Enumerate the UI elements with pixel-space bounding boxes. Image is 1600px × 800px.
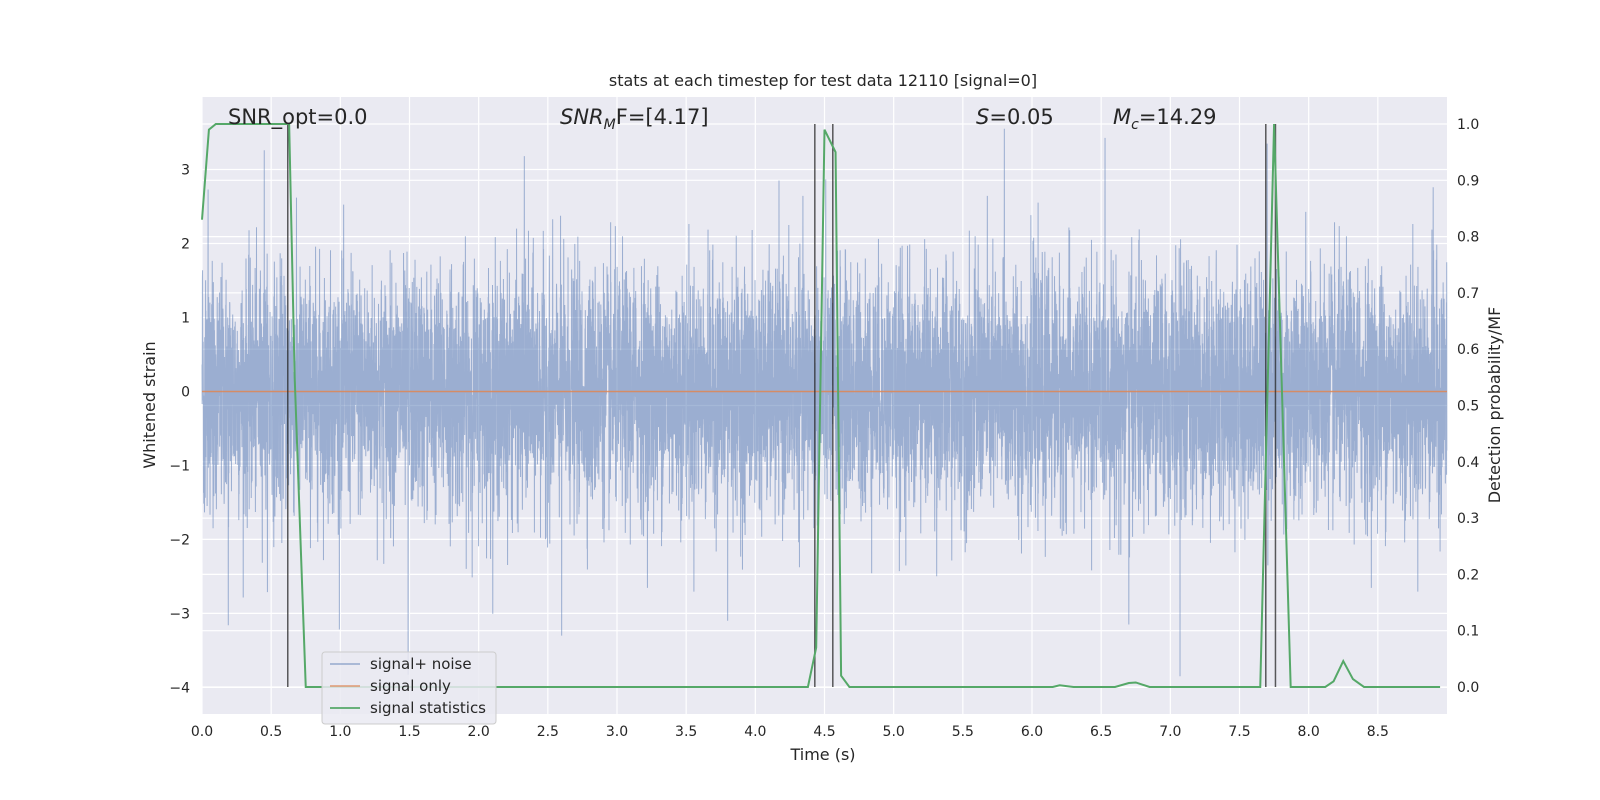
y2-tick-label: 0.8 [1457,230,1479,246]
x-tick-label: 7.5 [1228,724,1250,740]
x-tick-label: 7.0 [1159,724,1181,740]
annotation-snr-mf-sub: M [604,117,616,133]
annotation-s-suffix: =0.05 [989,105,1053,129]
y-tick-label: −1 [169,458,190,474]
y2-tick-label: 0.1 [1457,624,1479,640]
y-tick-label: 0 [181,384,190,400]
x-axis-label: Time (s) [789,745,855,764]
y-tick-label: −3 [169,606,190,622]
x-tick-label: 5.0 [883,724,905,740]
x-tick-label: 1.5 [398,724,420,740]
y2-tick-label: 0.0 [1457,680,1479,696]
x-tick-label: 8.0 [1298,724,1320,740]
series-signal-noise [201,128,1448,677]
series-signal-statistics [201,123,1441,688]
annotation-snr-mf-suffix: F=[4.17] [616,105,709,129]
annotation-s: S=0.05 [976,105,1054,129]
x-tick-label: 5.5 [952,724,974,740]
legend: signal+ noise signal only signal statist… [321,651,497,725]
x-tick-label: 2.5 [537,724,559,740]
x-tick-label: 6.5 [1090,724,1112,740]
x-tick-label: 2.0 [468,724,490,740]
y2-tick-label: 0.9 [1457,173,1479,189]
y-tick-label: −2 [169,532,190,548]
y2-tick-label: 0.2 [1457,567,1479,583]
chart-title: stats at each timestep for test data 121… [609,71,1037,90]
x-tick-label: 8.5 [1367,724,1389,740]
annotation-snr-opt: SNR_opt=0.0 [228,105,368,130]
y2-tick-label: 0.4 [1457,455,1479,471]
annotation-snr-mf-prefix: SNR [560,105,604,129]
y2-tick-label: 0.5 [1457,399,1479,415]
x-tick-label: 0.0 [191,724,213,740]
annotation-mc-suffix: =14.29 [1139,105,1217,129]
legend-label-noise: signal+ noise [370,655,472,673]
x-tick-label: 6.0 [1021,724,1043,740]
x-tick-label: 4.5 [813,724,835,740]
annotation-mc-prefix: M [1113,105,1131,129]
x-tick-label: 0.5 [260,724,282,740]
annotation-mc-sub: c [1131,117,1139,133]
y2-axis-label: Detection probability/MF [1485,307,1504,504]
legend-label-stats: signal statistics [370,699,486,717]
annotation-snr-mf: SNRMF=[4.17] [560,105,709,133]
y-tick-label: −4 [169,680,190,696]
x-tick-label: 4.0 [744,724,766,740]
annotation-s-prefix: S [976,105,989,129]
y2-tick-label: 0.7 [1457,286,1479,302]
annotation-mc: Mc=14.29 [1113,105,1217,133]
legend-label-signal: signal only [370,677,451,695]
y2-tick-label: 0.6 [1457,342,1479,358]
x-tick-label: 3.5 [675,724,697,740]
y-tick-label: 1 [181,310,190,326]
y-axis-label: Whitened strain [140,341,159,468]
plot-area: 0.0 0.5 1.0 1.5 2.0 2.5 3.0 3.5 4.0 4.5 5.0 5.5 6.0 6… [169,97,1479,740]
y-tick-label: 3 [181,163,190,179]
legend-box [321,651,497,725]
y2-tick-label: 1.0 [1457,117,1479,133]
y2-tick-label: 0.3 [1457,511,1479,527]
x-tick-label: 3.0 [606,724,628,740]
x-tick-label: 1.0 [329,724,351,740]
y-tick-label: 2 [181,236,190,252]
